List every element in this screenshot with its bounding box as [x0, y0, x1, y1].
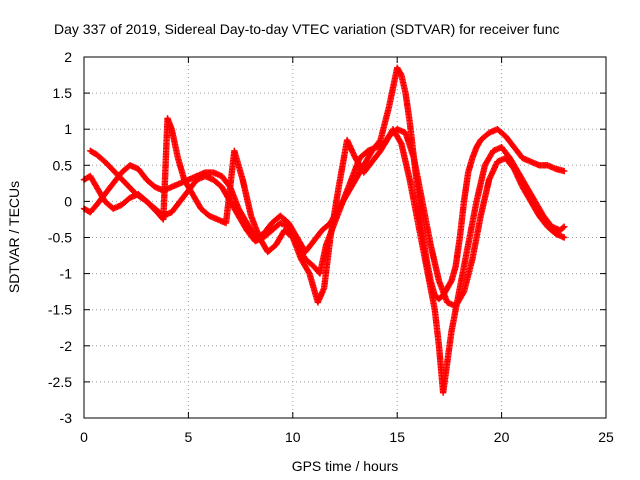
- data-point: [561, 167, 568, 175]
- data-point: [561, 223, 568, 230]
- x-tick-label: 5: [185, 429, 193, 445]
- x-tick-label: 0: [80, 429, 88, 445]
- y-tick-labels: -3 -2.5 -2 -1.5 -1 -0.5 0 0.5 1 1.5 2: [48, 49, 72, 426]
- y-tick-label: -1: [60, 266, 73, 282]
- data-series: [80, 64, 568, 396]
- x-tick-label: 20: [494, 429, 510, 445]
- y-axis-label: SDTVAR / TECUs: [6, 181, 22, 293]
- y-tick-label: 1.5: [53, 85, 73, 101]
- y-tick-label: 1: [64, 121, 72, 137]
- x-tick-label: 10: [285, 429, 301, 445]
- y-tick-label: 0: [64, 193, 72, 209]
- y-tick-label: -0.5: [48, 230, 72, 246]
- y-tick-label: 0.5: [53, 157, 73, 173]
- data-point: [460, 289, 467, 297]
- y-tick-label: -2: [60, 338, 73, 354]
- data-point: [559, 224, 567, 231]
- plot-frame: [83, 56, 607, 419]
- y-tick-label: -3: [60, 410, 73, 426]
- chart-title: Day 337 of 2019, Sidereal Day-to-day VTE…: [54, 21, 560, 37]
- data-point: [561, 234, 568, 241]
- y-tick-label: -1.5: [48, 302, 72, 318]
- grid-lines: [84, 57, 606, 418]
- x-tick-label: 15: [389, 429, 405, 445]
- y-tick-label: -2.5: [48, 374, 72, 390]
- x-tick-label: 25: [598, 429, 614, 445]
- x-axis-label: GPS time / hours: [292, 458, 399, 474]
- y-tick-label: 2: [64, 49, 72, 65]
- series-3: [87, 115, 568, 310]
- x-tick-labels: 0 5 10 15 20 25: [80, 429, 614, 445]
